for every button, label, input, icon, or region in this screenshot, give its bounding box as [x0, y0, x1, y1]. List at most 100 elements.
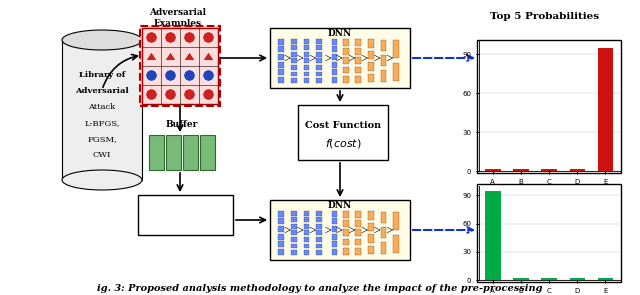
Circle shape: [146, 32, 157, 43]
Bar: [355, 66, 361, 73]
Bar: [393, 212, 399, 230]
Bar: [332, 39, 337, 45]
Bar: [316, 71, 322, 76]
Bar: [270, 28, 410, 88]
Text: $f(cost)$: $f(cost)$: [324, 137, 362, 150]
Bar: [303, 243, 310, 248]
Bar: [598, 48, 613, 171]
Bar: [149, 135, 164, 170]
Bar: [278, 241, 284, 247]
Bar: [368, 62, 374, 71]
Bar: [62, 40, 142, 180]
Polygon shape: [184, 52, 195, 60]
Bar: [485, 191, 500, 280]
Circle shape: [146, 89, 157, 100]
Text: Cost Function: Cost Function: [305, 120, 381, 130]
Bar: [332, 234, 337, 240]
Text: L-BFGS,: L-BFGS,: [84, 119, 120, 127]
Circle shape: [203, 70, 214, 81]
Bar: [316, 211, 322, 216]
Bar: [278, 54, 284, 60]
Bar: [332, 218, 337, 224]
Bar: [343, 211, 349, 218]
Bar: [303, 58, 310, 63]
Bar: [278, 226, 284, 232]
Bar: [541, 278, 557, 280]
Text: Attack: Attack: [88, 103, 116, 111]
Bar: [355, 76, 361, 83]
Bar: [368, 74, 374, 82]
Polygon shape: [165, 52, 176, 60]
Bar: [278, 211, 284, 217]
Bar: [278, 249, 284, 255]
Bar: [316, 237, 322, 242]
Polygon shape: [146, 52, 157, 60]
Bar: [270, 200, 410, 260]
Text: FGSM,: FGSM,: [87, 135, 117, 143]
Bar: [570, 278, 585, 280]
Bar: [291, 243, 297, 248]
Text: DNN: DNN: [328, 30, 352, 39]
Bar: [381, 227, 387, 238]
Bar: [343, 220, 349, 227]
Bar: [393, 40, 399, 58]
Bar: [278, 234, 284, 240]
Bar: [316, 224, 322, 229]
Bar: [316, 52, 322, 57]
Bar: [316, 217, 322, 222]
Bar: [291, 39, 297, 44]
Circle shape: [165, 32, 176, 43]
Bar: [393, 235, 399, 253]
Bar: [393, 63, 399, 81]
Bar: [138, 195, 233, 235]
Bar: [316, 39, 322, 44]
Bar: [368, 51, 374, 59]
Bar: [343, 239, 349, 245]
Bar: [166, 135, 181, 170]
Bar: [355, 57, 361, 64]
Bar: [303, 71, 310, 76]
Bar: [381, 55, 387, 66]
Bar: [278, 62, 284, 68]
Bar: [303, 217, 310, 222]
Bar: [332, 54, 337, 60]
Bar: [332, 226, 337, 232]
Bar: [541, 168, 557, 171]
Bar: [368, 246, 374, 254]
Bar: [355, 39, 361, 46]
Bar: [316, 58, 322, 63]
Text: DNN: DNN: [328, 201, 352, 211]
Circle shape: [146, 70, 157, 81]
Bar: [291, 237, 297, 242]
Bar: [183, 135, 198, 170]
Bar: [291, 78, 297, 83]
Bar: [343, 66, 349, 73]
Bar: [291, 65, 297, 70]
Bar: [381, 40, 387, 51]
Bar: [303, 78, 310, 83]
Bar: [140, 26, 220, 106]
Bar: [513, 278, 529, 280]
Bar: [316, 230, 322, 235]
Bar: [303, 237, 310, 242]
Bar: [303, 230, 310, 235]
Bar: [303, 250, 310, 255]
Bar: [368, 211, 374, 220]
Bar: [513, 168, 529, 171]
Text: Adversarial
Examples: Adversarial Examples: [150, 8, 207, 28]
Bar: [381, 242, 387, 254]
Bar: [381, 212, 387, 223]
Bar: [368, 234, 374, 243]
Bar: [316, 78, 322, 83]
Bar: [298, 105, 388, 160]
Text: Library of: Library of: [79, 71, 125, 79]
Bar: [381, 70, 387, 82]
Ellipse shape: [62, 30, 142, 50]
Bar: [291, 52, 297, 57]
Bar: [278, 218, 284, 224]
Bar: [303, 52, 310, 57]
Bar: [332, 241, 337, 247]
Bar: [332, 211, 337, 217]
Bar: [343, 76, 349, 83]
Text: Buffer: Buffer: [166, 120, 198, 129]
